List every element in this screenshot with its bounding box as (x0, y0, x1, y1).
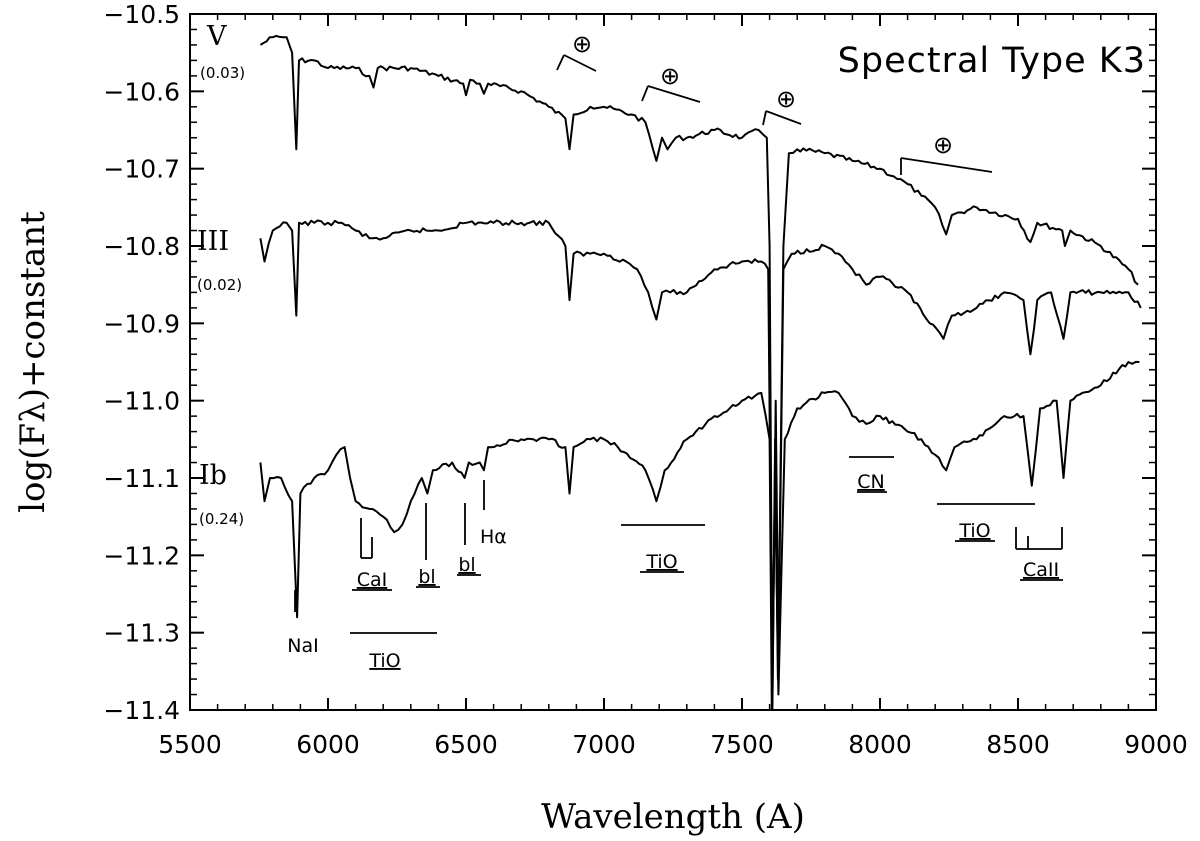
y-tick-label: −11.2 (103, 541, 180, 570)
axis-tick-labels: 5500 6000 6500 7000 7500 8000 8500 9000 −10.5 −10… (103, 0, 1187, 759)
line-id-label: CaII (1023, 559, 1059, 581)
series-label: V (206, 21, 227, 52)
y-tick-label: −10.5 (103, 0, 180, 29)
x-axis-title: Wavelength (A) (541, 797, 805, 837)
line-id-label: Hα (480, 526, 507, 548)
series-sublabel: (0.03) (200, 64, 245, 82)
x-tick-label: 8000 (848, 730, 912, 759)
line-id-label: CaI (357, 569, 388, 591)
annotation-line (900, 157, 993, 173)
annotation-line (647, 85, 701, 103)
annotation-line (641, 85, 649, 102)
line-id-label: bl (418, 566, 435, 588)
chart-title: Spectral Type K3 (838, 41, 1146, 81)
telluric-symbol: ⊕ (572, 30, 592, 58)
series-line-V (259, 34, 1139, 711)
y-tick-label: −11.3 (103, 619, 180, 648)
x-tick-label: 7000 (572, 730, 636, 759)
line-id-label: CN (857, 471, 884, 493)
line-id-label: TiO (958, 520, 990, 542)
series-sublabel: (0.24) (199, 510, 244, 528)
y-tick-label: −10.6 (103, 77, 180, 106)
line-id-label: TiO (368, 650, 400, 672)
series-group: V (0.03) III (0.02) Ib (0.24) (197, 21, 1142, 711)
x-tick-label: 6000 (296, 730, 360, 759)
y-axis-title: log(Fλ)+constant (13, 211, 53, 513)
axis-ticks (189, 13, 1157, 711)
annotation-line (762, 110, 767, 126)
plot-frame (189, 13, 1157, 711)
x-tick-label: 9000 (1124, 730, 1188, 759)
y-tick-label: −10.9 (103, 309, 180, 338)
x-tick-label: 5500 (158, 730, 222, 759)
telluric-symbol: ⊕ (776, 85, 796, 113)
line-id-label: NaI (287, 635, 318, 657)
annotation-line (556, 54, 565, 71)
series-sublabel: (0.02) (197, 276, 242, 294)
y-tick-label: −10.7 (103, 155, 180, 184)
x-tick-label: 6500 (434, 730, 498, 759)
series-line-Ib (259, 360, 1140, 711)
x-tick-label: 7500 (710, 730, 774, 759)
line-id-label: TiO (645, 551, 677, 573)
telluric-symbol: ⊕ (933, 131, 953, 159)
series-line-III (259, 219, 1142, 704)
x-tick-label: 8500 (986, 730, 1050, 759)
annotation-line (765, 110, 802, 125)
y-tick-label: −10.8 (103, 232, 180, 261)
y-tick-label: −11.4 (103, 696, 180, 725)
annotation-line (563, 54, 597, 72)
y-tick-label: −11.1 (103, 464, 180, 493)
series-label: Ib (199, 460, 227, 491)
series-label: III (197, 226, 229, 257)
y-tick-label: −11.0 (103, 387, 180, 416)
line-id-label: bl (458, 554, 475, 576)
telluric-symbol: ⊕ (660, 62, 680, 90)
